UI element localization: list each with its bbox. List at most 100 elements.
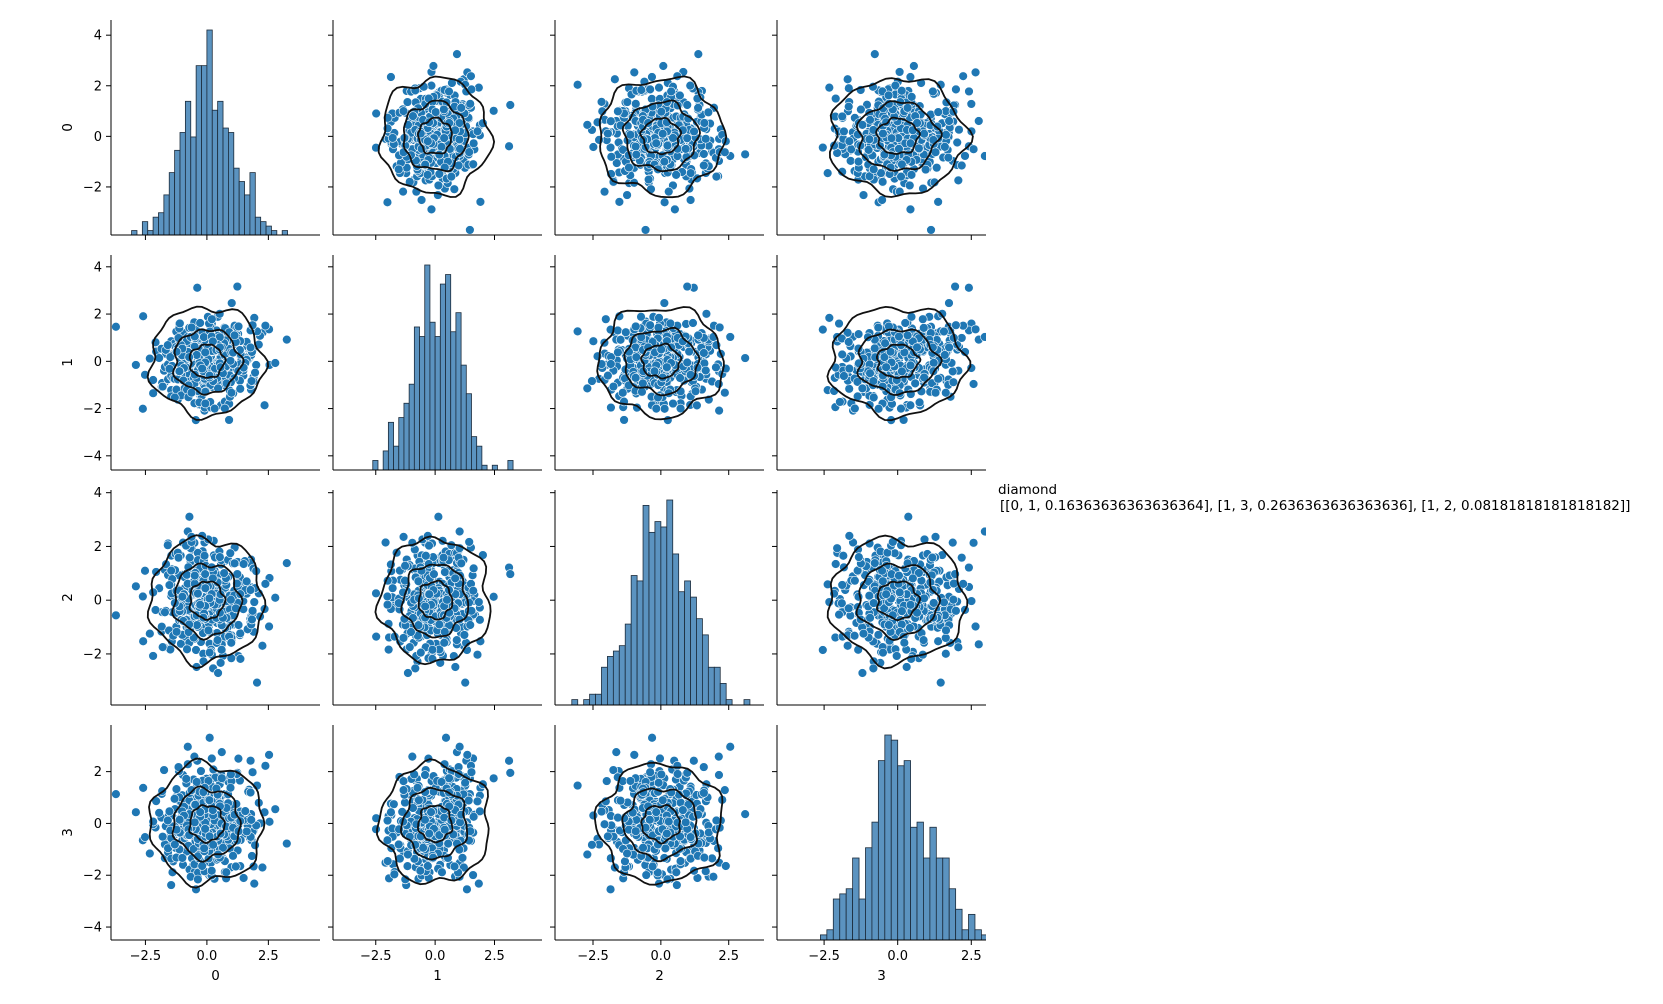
scatter-point — [631, 322, 640, 331]
scatter-point — [172, 347, 181, 356]
scatter-point — [452, 636, 461, 645]
scatter-point — [895, 332, 904, 341]
scatter-point — [945, 299, 954, 308]
hist-bar — [383, 451, 388, 470]
scatter-point — [965, 87, 974, 96]
scatter-point — [469, 586, 478, 595]
scatter-point — [632, 150, 641, 159]
scatter-point — [246, 343, 255, 352]
scatter-point — [451, 574, 460, 583]
scatter-point — [940, 327, 949, 336]
y-tick-label: 2 — [94, 540, 102, 555]
scatter-point — [949, 378, 958, 387]
scatter-point — [920, 129, 929, 138]
hist-bar — [631, 576, 637, 705]
scatter-point — [451, 663, 460, 672]
scatter-point — [489, 592, 498, 601]
scatter-point — [131, 361, 140, 370]
hist-bar — [394, 446, 399, 470]
scatter-point — [954, 176, 963, 185]
scatter-point — [948, 367, 957, 376]
scatter-point — [638, 387, 647, 396]
scatter-point — [606, 360, 615, 369]
scatter-point — [193, 621, 202, 630]
scatter-point — [845, 137, 854, 146]
x-tick-label: 0.0 — [197, 949, 218, 964]
scatter-point — [621, 328, 630, 337]
scatter-point — [874, 630, 883, 639]
x-tick-label: −2.5 — [360, 949, 392, 964]
scatter-point — [931, 532, 940, 541]
panel-1-1 — [328, 255, 542, 475]
scatter-point — [265, 817, 274, 826]
hist-bar — [228, 133, 233, 236]
scatter-point — [589, 337, 598, 346]
scatter-point — [271, 805, 280, 814]
hist-bar — [185, 101, 190, 235]
hist-bar — [661, 527, 667, 705]
scatter-point — [457, 559, 466, 568]
scatter-point — [944, 153, 953, 162]
scatter-point — [833, 544, 842, 553]
scatter-point — [903, 103, 912, 112]
scatter-point — [234, 322, 243, 331]
panel-0-2 — [550, 20, 764, 240]
scatter-point — [932, 163, 941, 172]
scatter-point — [165, 807, 174, 816]
scatter-point — [948, 538, 957, 547]
scatter-point — [390, 870, 399, 879]
scatter-point — [838, 350, 847, 359]
scatter-point — [158, 832, 167, 841]
hist-bar — [466, 394, 471, 470]
scatter-point — [251, 841, 260, 850]
scatter-point — [131, 808, 140, 817]
scatter-point — [603, 371, 612, 380]
hist-bar — [471, 437, 476, 470]
scatter-point — [714, 380, 723, 389]
scatter-point — [445, 87, 454, 96]
scatter-point — [895, 588, 904, 597]
scatter-point — [712, 172, 721, 181]
scatter-point — [444, 839, 453, 848]
scatter-point — [914, 144, 923, 153]
scatter-point — [691, 387, 700, 396]
scatter-point — [231, 862, 240, 871]
scatter-point — [505, 756, 514, 765]
scatter-point — [247, 815, 256, 824]
scatter-point — [941, 649, 950, 658]
scatter-point — [971, 68, 980, 77]
scatter-point — [663, 141, 672, 150]
scatter-point — [897, 172, 906, 181]
scatter-point — [655, 313, 664, 322]
scatter-point — [909, 62, 918, 71]
scatter-point — [252, 361, 261, 370]
scatter-point — [902, 663, 911, 672]
scatter-point — [630, 68, 639, 77]
scatter-point — [658, 129, 667, 138]
scatter-point — [844, 102, 853, 111]
scatter-point — [163, 541, 172, 550]
scatter-point — [942, 130, 951, 139]
scatter-point — [967, 100, 976, 109]
hist-bar — [245, 195, 250, 235]
hist-bar — [282, 231, 287, 235]
scatter-point — [489, 774, 498, 783]
scatter-point — [854, 330, 863, 339]
scatter-point — [227, 638, 236, 647]
scatter-point — [465, 538, 474, 547]
scatter-point — [112, 790, 121, 799]
scatter-point — [403, 98, 412, 107]
scatter-point — [431, 108, 440, 117]
hist-bar — [373, 460, 378, 470]
scatter-point — [427, 81, 436, 90]
scatter-point — [928, 553, 937, 562]
scatter-point — [610, 75, 619, 84]
scatter-point — [234, 754, 243, 763]
hist-bar — [250, 173, 255, 235]
hist-bar — [679, 592, 685, 705]
panel-1-3 — [772, 255, 999, 475]
hist-bar — [451, 332, 456, 470]
scatter-point — [874, 323, 883, 332]
scatter-point — [647, 94, 656, 103]
